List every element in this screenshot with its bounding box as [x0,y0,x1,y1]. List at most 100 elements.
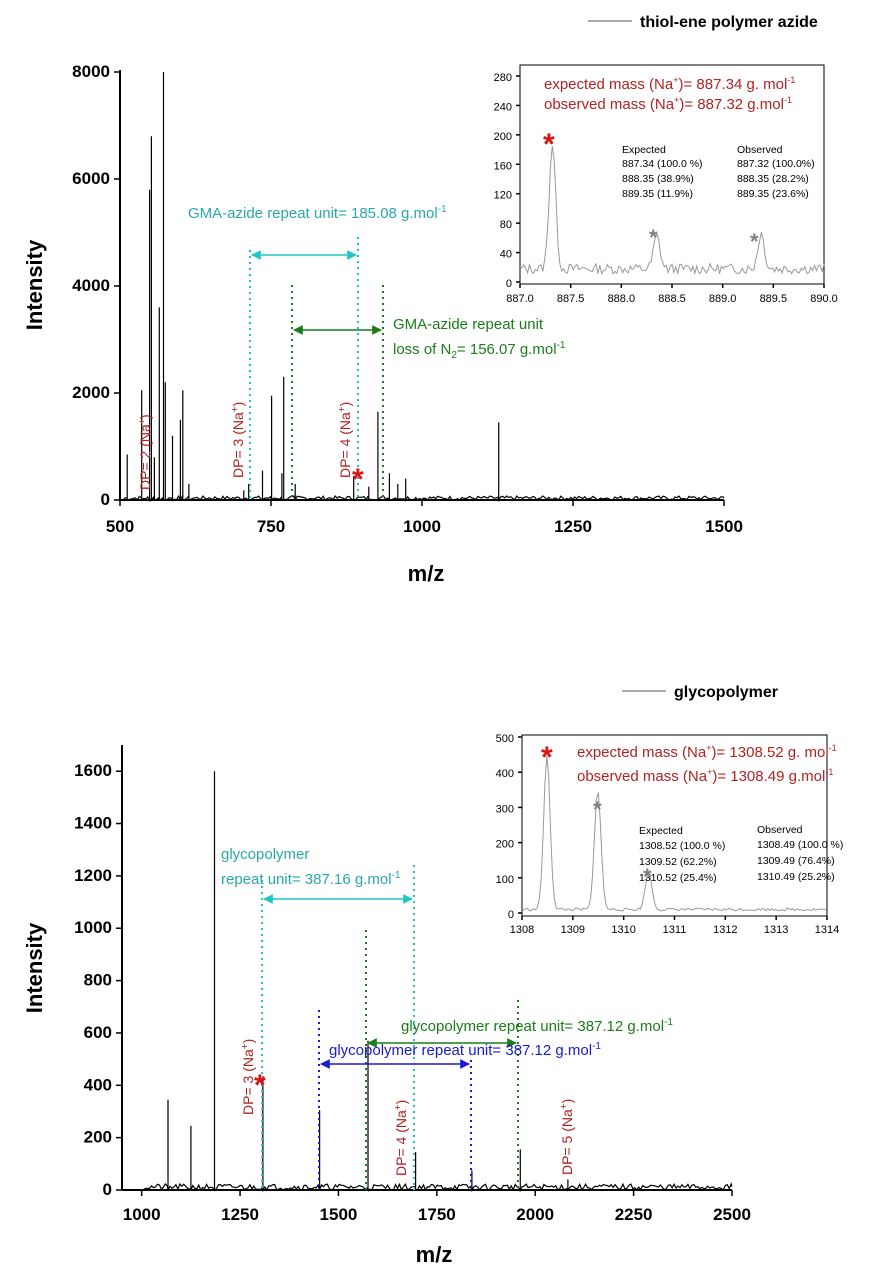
y-ticks-top: 0 2000 4000 6000 8000 [72,62,120,509]
x-tick-label: 1250 [221,1205,259,1224]
y-tick-label: 2000 [72,383,110,402]
y-tick-label: 8000 [72,62,110,81]
inset-star-iso2-top: * [750,229,759,254]
x-tick-label: 889.5 [760,293,788,305]
x-axis-title-top: m/z [408,561,445,586]
y-tick-label: 800 [84,971,112,990]
main-peak-star-top: * [352,463,364,496]
annotation-glyco-cyan-line1: glycopolymer [221,846,309,863]
y-tick-label: 160 [494,160,512,172]
dp4-label: DP= 4 (Na+) [337,402,353,478]
inset-observed-mass-top: observed mass (Na+)= 887.32 g.mol-1 [544,95,792,113]
y-tick-label: 120 [494,190,512,202]
x-tick-label: 887.5 [557,293,585,305]
inset-x-ticks-bottom: 1308 1309 1310 1311 1312 1313 1314 [510,916,839,936]
dp5-label-b: DP= 5 (Na+) [559,1099,575,1175]
x-tick-label: 1312 [713,924,737,936]
x-tick-label: 888.0 [608,293,636,305]
dp3-label: DP= 3 (Na+) [230,402,246,478]
x-ticks-bottom: 1000 1250 1500 1750 2000 2250 2500 [123,1190,751,1224]
inset-star-iso1-bottom: * [593,797,602,822]
x-tick-label: 750 [257,517,285,536]
x-tick-label: 890.0 [810,293,838,305]
inset-expected-row: 888.35 (38.9%) [622,173,694,185]
inset-observed-row: 1308.49 (100.0 %) [757,839,843,851]
y-tick-label: 1600 [74,761,112,780]
y-tick-label: 80 [500,219,512,231]
inset-expected-mass-top: expected mass (Na+)= 887.34 g. mol-1 [544,75,795,93]
y-tick-label: 600 [84,1023,112,1042]
inset-expected-row: 1310.52 (25.4%) [639,872,717,884]
inset-top: 0 40 80 120 160 200 240 280 887.0 887.5 888.0 888.… [494,64,838,305]
spectrum-line-bottom [141,771,733,1193]
x-tick-label: 2250 [615,1205,653,1224]
y-tick-label: 100 [496,874,514,886]
inset-star-main-top: * [543,128,555,161]
inset-observed-header-bottom: Observed [757,824,803,836]
x-tick-label: 1000 [123,1205,161,1224]
y-tick-label: 0 [101,490,110,509]
annotation-glyco-blue: glycopolymer repeat unit= 387.12 g.mol-1 [329,1041,601,1059]
y-tick-label: 200 [84,1128,112,1147]
inset-observed-row: 1309.49 (76.4%) [757,855,835,867]
x-tick-label: 1500 [705,517,743,536]
dp3-label-b: DP= 3 (Na+) [240,1039,256,1115]
y-tick-label: 0 [508,909,514,921]
y-tick-label: 40 [500,249,512,261]
y-tick-label: 400 [496,768,514,780]
inset-spectrum-bottom [521,755,828,912]
inset-star-main-bottom: * [541,741,553,774]
y-tick-label: 300 [496,803,514,815]
dp4-label-b: DP= 4 (Na+) [393,1100,409,1176]
x-tick-label: 1314 [815,924,839,936]
inset-observed-header-top: Observed [737,144,783,156]
y-tick-label: 280 [494,72,512,84]
inset-y-ticks-bottom: 0 100 200 300 400 500 [496,733,522,921]
annotation-gma-azide-repeat: GMA-azide repeat unit= 185.08 g.mol-1 [188,204,447,222]
inset-expected-row: 887.34 (100.0 %) [622,158,703,170]
inset-spectrum-top [519,145,825,276]
inset-y-ticks-top: 0 40 80 120 160 200 240 280 [494,72,520,290]
x-tick-label: 2000 [516,1205,554,1224]
x-tick-label: 887.0 [506,293,534,305]
x-tick-label: 1308 [510,924,534,936]
x-tick-label: 1311 [663,924,687,936]
chart-bottom: glycopolymer 0 200 400 600 800 1000 1200 1400 16… [22,684,843,1267]
inset-expected-header-bottom: Expected [639,825,683,837]
inset-star-iso2-bottom: * [643,864,652,889]
x-tick-label: 1250 [554,517,592,536]
y-ticks-bottom: 0 200 400 600 800 1000 1200 1400 1600 [74,761,122,1199]
y-tick-label: 0 [506,278,512,290]
x-tick-label: 889.0 [709,293,737,305]
annotation-glyco-cyan-line2: repeat unit= 387.16 g.mol-1 [221,870,401,888]
x-ticks-top: 500 750 1000 1250 1500 [106,500,743,536]
inset-x-ticks-top: 887.0 887.5 888.0 888.5 889.0 889.5 890.0 [506,284,838,305]
y-tick-label: 240 [494,101,512,113]
inset-expected-row: 1308.52 (100.0 %) [639,840,725,852]
inset-observed-row: 888.35 (28.2%) [737,173,809,185]
annotation-gma-azide-n2-line2: loss of N2= 156.07 g.mol-1 [393,340,566,361]
x-tick-label: 500 [106,517,134,536]
chart-top: thiol-ene polymer azide 0200040006000800… [22,14,838,586]
annotation-gma-azide-n2-line1: GMA-azide repeat unit [393,316,544,333]
y-tick-label: 1400 [74,814,112,833]
y-tick-label: 200 [496,839,514,851]
x-tick-label: 2500 [713,1205,751,1224]
annotation-glyco-green: glycopolymer repeat unit= 387.12 g.mol-1 [401,1017,673,1035]
x-tick-label: 1000 [403,517,441,536]
x-tick-label: 1750 [418,1205,456,1224]
y-tick-label: 400 [84,1075,112,1094]
y-tick-label: 1200 [74,866,112,885]
inset-expected-row: 889.35 (11.9%) [622,188,693,200]
dp2-label: DP= 2 (Na+) [137,414,153,490]
inset-observed-row: 889.35 (23.6%) [737,188,809,200]
y-tick-label: 6000 [72,169,110,188]
inset-expected-header-top: Expected [622,144,666,156]
legend-label-bottom: glycopolymer [674,684,778,701]
y-tick-label: 4000 [72,276,110,295]
inset-observed-row: 887.32 (100.0%) [737,158,815,170]
x-tick-label: 1500 [320,1205,358,1224]
x-tick-label: 1313 [764,924,788,936]
